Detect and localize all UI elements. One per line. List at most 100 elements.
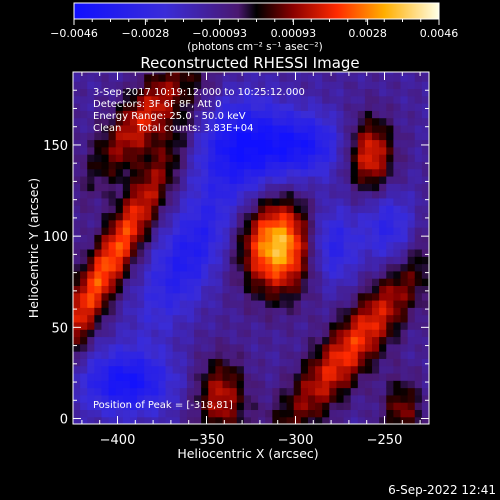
plot-frame — [72, 71, 430, 425]
heatmap-cell — [158, 132, 167, 141]
heatmap-cell — [279, 110, 288, 119]
heatmap-cell — [364, 212, 373, 221]
heatmap-cell — [94, 154, 103, 162]
heatmap-cell — [293, 205, 302, 214]
heatmap-cell — [101, 329, 110, 338]
heatmap-cell — [265, 285, 273, 294]
heatmap-cell — [94, 81, 103, 90]
heatmap-cell — [179, 387, 188, 396]
heatmap-cell — [329, 372, 338, 381]
heatmap-cell — [379, 394, 387, 403]
heatmap-cell — [372, 321, 380, 330]
heatmap-cell — [322, 205, 330, 214]
heatmap-cell — [336, 190, 345, 199]
heatmap-cell — [137, 358, 145, 367]
heatmap-cell — [315, 139, 323, 148]
heatmap-cell — [158, 256, 167, 265]
heatmap-cell — [229, 409, 238, 418]
heatmap-cell — [158, 212, 167, 221]
heatmap-cell — [108, 248, 117, 257]
heatmap-cell — [122, 292, 131, 301]
heatmap-cell — [350, 358, 359, 367]
heatmap-cell — [87, 154, 95, 162]
heatmap-cell — [101, 175, 110, 184]
heatmap-cell — [414, 380, 423, 389]
annotation-detectors: Detectors: 3F 6F 8F, Att 0 — [93, 99, 221, 110]
heatmap-cell — [364, 205, 373, 214]
heatmap-cell — [393, 278, 402, 286]
heatmap-cell — [108, 227, 117, 235]
heatmap-cell — [108, 110, 117, 119]
heatmap-cell — [336, 212, 345, 221]
heatmap-cell — [372, 409, 380, 418]
heatmap-cell — [215, 205, 224, 214]
heatmap-cell — [421, 329, 429, 338]
heatmap-cell — [186, 292, 195, 301]
heatmap-cell — [393, 416, 402, 424]
heatmap-cell — [400, 95, 409, 104]
heatmap-cell — [265, 81, 273, 90]
heatmap-cell — [350, 365, 359, 374]
heatmap-cell — [286, 110, 295, 119]
heatmap-cell — [208, 110, 216, 119]
heatmap-cell — [115, 372, 124, 381]
heatmap-cell — [186, 329, 195, 338]
heatmap-cell — [73, 197, 81, 206]
heatmap-cell — [307, 132, 316, 141]
heatmap-cell — [122, 234, 131, 243]
heatmap-cell — [236, 387, 245, 396]
heatmap-cell — [201, 409, 209, 418]
heatmap-cell — [293, 365, 302, 374]
heatmap-cell — [158, 278, 167, 286]
heatmap-cell — [315, 314, 323, 323]
heatmap-cell — [165, 285, 174, 294]
heatmap-cell — [229, 416, 238, 424]
heatmap-cell — [407, 154, 416, 162]
heatmap-cell — [101, 219, 110, 228]
heatmap-cell — [372, 402, 380, 411]
heatmap-cell — [165, 372, 174, 381]
heatmap-cell — [137, 387, 145, 396]
heatmap-cell — [73, 234, 81, 243]
heatmap-cell — [407, 124, 416, 133]
heatmap-cell — [73, 81, 81, 90]
heatmap-cell — [151, 270, 160, 279]
heatmap-cell — [265, 343, 273, 352]
chart-title: Reconstructed RHESSI Image — [140, 54, 359, 72]
heatmap-cell — [94, 110, 103, 119]
heatmap-cell — [236, 372, 245, 381]
heatmap-cell — [94, 103, 103, 111]
heatmap-cell — [293, 292, 302, 301]
heatmap-cell — [300, 95, 309, 104]
heatmap-cell — [144, 132, 152, 141]
heatmap-cell — [73, 183, 81, 192]
heatmap-cell — [350, 146, 359, 155]
heatmap-cell — [421, 372, 429, 381]
heatmap-cell — [357, 81, 366, 90]
heatmap-cell — [265, 263, 273, 272]
heatmap-cell — [208, 278, 216, 286]
heatmap-cell — [194, 124, 202, 133]
heatmap-cell — [322, 95, 330, 104]
heatmap-cell — [329, 212, 338, 221]
heatmap-cell — [108, 263, 117, 272]
heatmap-cell — [336, 263, 345, 272]
heatmap-cell — [293, 190, 302, 199]
heatmap-cell — [215, 212, 224, 221]
heatmap-cell — [258, 263, 266, 272]
heatmap-cell — [165, 402, 174, 411]
heatmap-cell — [80, 139, 88, 148]
heatmap-cell — [87, 81, 95, 90]
heatmap-cell — [201, 205, 209, 214]
heatmap-cell — [172, 329, 181, 338]
heatmap-cell — [300, 241, 309, 250]
heatmap-cell — [215, 168, 224, 177]
heatmap-cell — [272, 292, 281, 301]
heatmap-cell — [307, 139, 316, 148]
heatmap-cell — [265, 110, 273, 119]
heatmap-cell — [108, 380, 117, 389]
heatmap-cell — [421, 241, 429, 250]
heatmap-cell — [414, 110, 423, 119]
heatmap-cell — [372, 154, 380, 162]
heatmap-cell — [293, 168, 302, 177]
